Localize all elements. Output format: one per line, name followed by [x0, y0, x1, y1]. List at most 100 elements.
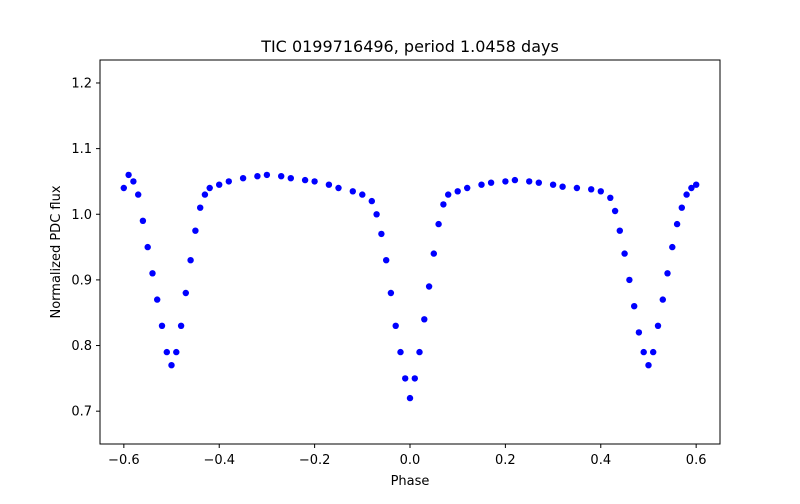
x-tick-label: 0.4: [590, 453, 611, 468]
data-point: [187, 257, 194, 264]
x-axis-label: Phase: [391, 474, 430, 489]
data-point: [640, 348, 647, 356]
data-point: [678, 204, 685, 211]
y-tick-label: 0.9: [71, 273, 92, 288]
data-point: [626, 276, 633, 284]
data-point: [392, 322, 399, 329]
data-point: [673, 220, 681, 228]
data-point: [635, 329, 643, 336]
data-point: [421, 316, 428, 323]
data-point: [445, 191, 452, 198]
data-point: [559, 183, 566, 190]
data-point: [349, 188, 356, 195]
data-point: [163, 348, 170, 356]
scatter-points: [120, 171, 700, 402]
data-point: [664, 270, 671, 277]
y-axis-ticks: 0.7 0.8 0.9 1.0 1.1 1.2: [71, 76, 100, 420]
data-point: [154, 296, 161, 303]
data-point: [478, 181, 485, 188]
data-point: [621, 250, 628, 257]
data-point: [464, 184, 471, 192]
data-point: [654, 322, 662, 329]
data-point: [597, 188, 604, 195]
data-point: [378, 230, 385, 238]
x-tick-label: −0.6: [108, 453, 140, 468]
data-point: [502, 178, 509, 185]
data-point: [158, 322, 166, 329]
data-point: [411, 375, 418, 382]
data-point: [311, 178, 318, 185]
data-point: [201, 191, 209, 198]
y-tick-label: 0.8: [71, 339, 92, 354]
data-point: [631, 303, 638, 310]
data-point: [526, 178, 533, 185]
data-point: [669, 243, 676, 251]
data-point: [430, 250, 437, 257]
data-point: [335, 184, 342, 192]
x-tick-label: 0.0: [400, 453, 421, 468]
data-point: [125, 171, 132, 179]
x-tick-label: −0.4: [203, 453, 235, 468]
data-point: [454, 188, 461, 195]
data-point: [573, 184, 581, 192]
y-tick-label: 1.0: [71, 208, 92, 223]
data-point: [173, 348, 180, 356]
data-point: [440, 201, 447, 208]
data-point: [611, 207, 619, 215]
data-point: [373, 211, 380, 218]
data-point: [144, 243, 151, 251]
data-point: [511, 176, 519, 184]
data-point: [254, 173, 261, 180]
data-point: [397, 348, 404, 356]
data-point: [645, 362, 652, 369]
data-point: [139, 217, 147, 224]
data-point: [130, 178, 137, 185]
data-point: [693, 181, 700, 188]
chart-title: TIC 0199716496, period 1.0458 days: [260, 37, 559, 56]
data-point: [487, 179, 495, 186]
data-point: [406, 394, 414, 402]
data-point: [549, 181, 557, 188]
y-tick-label: 0.7: [71, 405, 92, 420]
data-point: [535, 179, 542, 186]
data-point: [263, 171, 271, 179]
data-point: [435, 220, 442, 228]
data-point: [588, 186, 595, 193]
data-point: [688, 184, 695, 192]
data-point: [402, 375, 409, 382]
data-point: [325, 181, 333, 188]
data-point: [149, 270, 156, 277]
data-point: [225, 178, 232, 185]
data-point: [168, 362, 175, 369]
data-point: [683, 191, 690, 198]
y-axis-label: Normalized PDC flux: [49, 185, 64, 318]
x-tick-label: −0.2: [299, 453, 331, 468]
data-point: [239, 175, 247, 182]
data-point: [287, 175, 294, 182]
data-point: [216, 181, 223, 188]
data-point: [278, 173, 285, 180]
data-point: [387, 289, 395, 297]
data-point: [650, 348, 657, 356]
x-tick-label: 0.6: [686, 453, 707, 468]
data-point: [120, 184, 128, 192]
data-point: [616, 227, 623, 234]
data-point: [425, 283, 433, 290]
data-point: [177, 322, 185, 329]
y-tick-label: 1.2: [71, 76, 92, 91]
data-point: [301, 176, 309, 184]
data-point: [607, 194, 614, 201]
data-point: [416, 348, 423, 356]
data-point: [659, 296, 666, 303]
data-point: [192, 227, 199, 234]
data-point: [182, 289, 189, 297]
data-point: [135, 191, 142, 198]
x-tick-label: 0.2: [495, 453, 516, 468]
y-tick-label: 1.1: [71, 142, 92, 157]
data-point: [206, 184, 213, 192]
data-point: [383, 257, 390, 264]
data-point: [359, 191, 366, 198]
